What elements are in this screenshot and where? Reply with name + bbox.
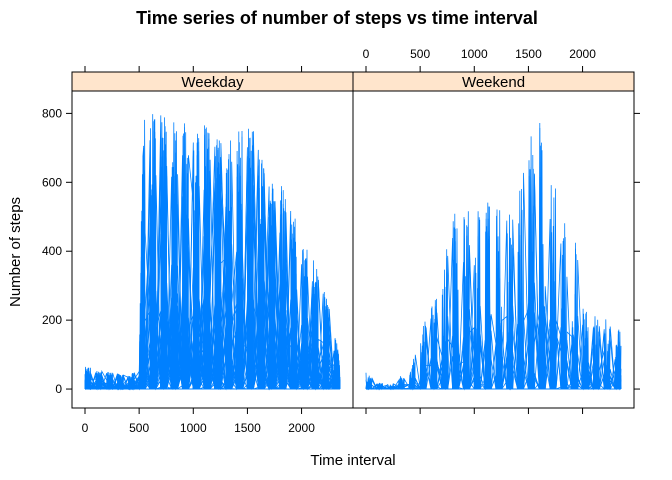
series-line (84, 119, 340, 391)
x-tick-label: 1000 (461, 47, 488, 61)
x-axis-title: Time interval (310, 452, 395, 469)
series-line (366, 218, 621, 391)
x-tick-label: 500 (410, 47, 430, 61)
x-tick-label: 1500 (234, 421, 261, 435)
panel-weekend: Weekend 0 500 1000 1500 2000 (352, 47, 640, 414)
series-line (365, 177, 621, 391)
x-tick-label: 2000 (569, 47, 596, 61)
y-axis-title: Number of steps (7, 197, 24, 307)
strip-label-weekend: Weekend (462, 74, 525, 91)
panel-frame-weekend (352, 90, 635, 409)
series-line (365, 127, 622, 391)
x-tick-label: 0 (82, 421, 89, 435)
series-lines-weekend (365, 122, 622, 391)
x-tick-label: 2000 (288, 421, 315, 435)
panel-weekday: Weekday 0 500 1000 1500 2000 0 200 400 600 800 (42, 66, 354, 435)
y-tick-label: 400 (42, 244, 62, 258)
y-tick-label: 0 (55, 382, 62, 396)
y-tick-label: 200 (42, 313, 62, 327)
y-tick-label: 800 (42, 106, 62, 120)
y-tick-label: 600 (42, 175, 62, 189)
x-tick-label: 0 (363, 47, 370, 61)
x-tick-label: 500 (129, 421, 149, 435)
chart-title: Time series of number of steps vs time i… (136, 8, 538, 28)
series-lines-weekday (84, 114, 341, 391)
x-tick-label: 1500 (515, 47, 542, 61)
strip-label-weekday: Weekday (181, 74, 244, 91)
series-line (85, 138, 341, 390)
series-line (84, 160, 340, 390)
x-tick-label: 1000 (180, 421, 207, 435)
series-line (85, 125, 340, 391)
